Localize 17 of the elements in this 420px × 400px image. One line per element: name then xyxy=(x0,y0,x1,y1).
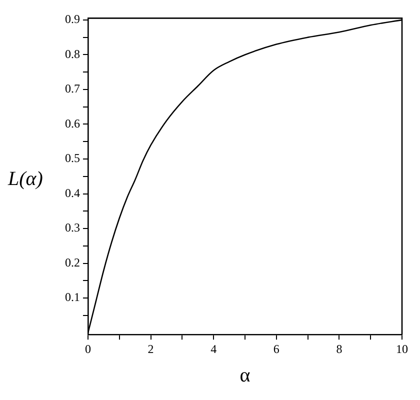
y-tick-label: 0.9 xyxy=(65,12,80,26)
y-tick-label: 0.6 xyxy=(65,116,80,130)
y-tick-label: 0.4 xyxy=(65,186,80,200)
y-tick-label: 0.1 xyxy=(65,290,80,304)
y-tick-label: 0.5 xyxy=(65,151,80,166)
x-tick-label: 6 xyxy=(273,342,280,356)
y-tick-label: 0.7 xyxy=(65,82,80,96)
x-tick-label: 8 xyxy=(336,342,342,356)
y-tick-label: 0.3 xyxy=(65,220,80,235)
y-tick-label: 0.2 xyxy=(65,255,80,270)
x-tick-label: 4 xyxy=(210,342,217,356)
x-tick-label: 10 xyxy=(396,342,408,356)
x-tick-label: 2 xyxy=(148,342,154,356)
x-axis-title: α xyxy=(240,364,251,386)
y-tick-label: 0.8 xyxy=(65,46,80,61)
y-axis-title: L(α) xyxy=(8,168,43,191)
x-tick-label: 0 xyxy=(85,342,91,356)
